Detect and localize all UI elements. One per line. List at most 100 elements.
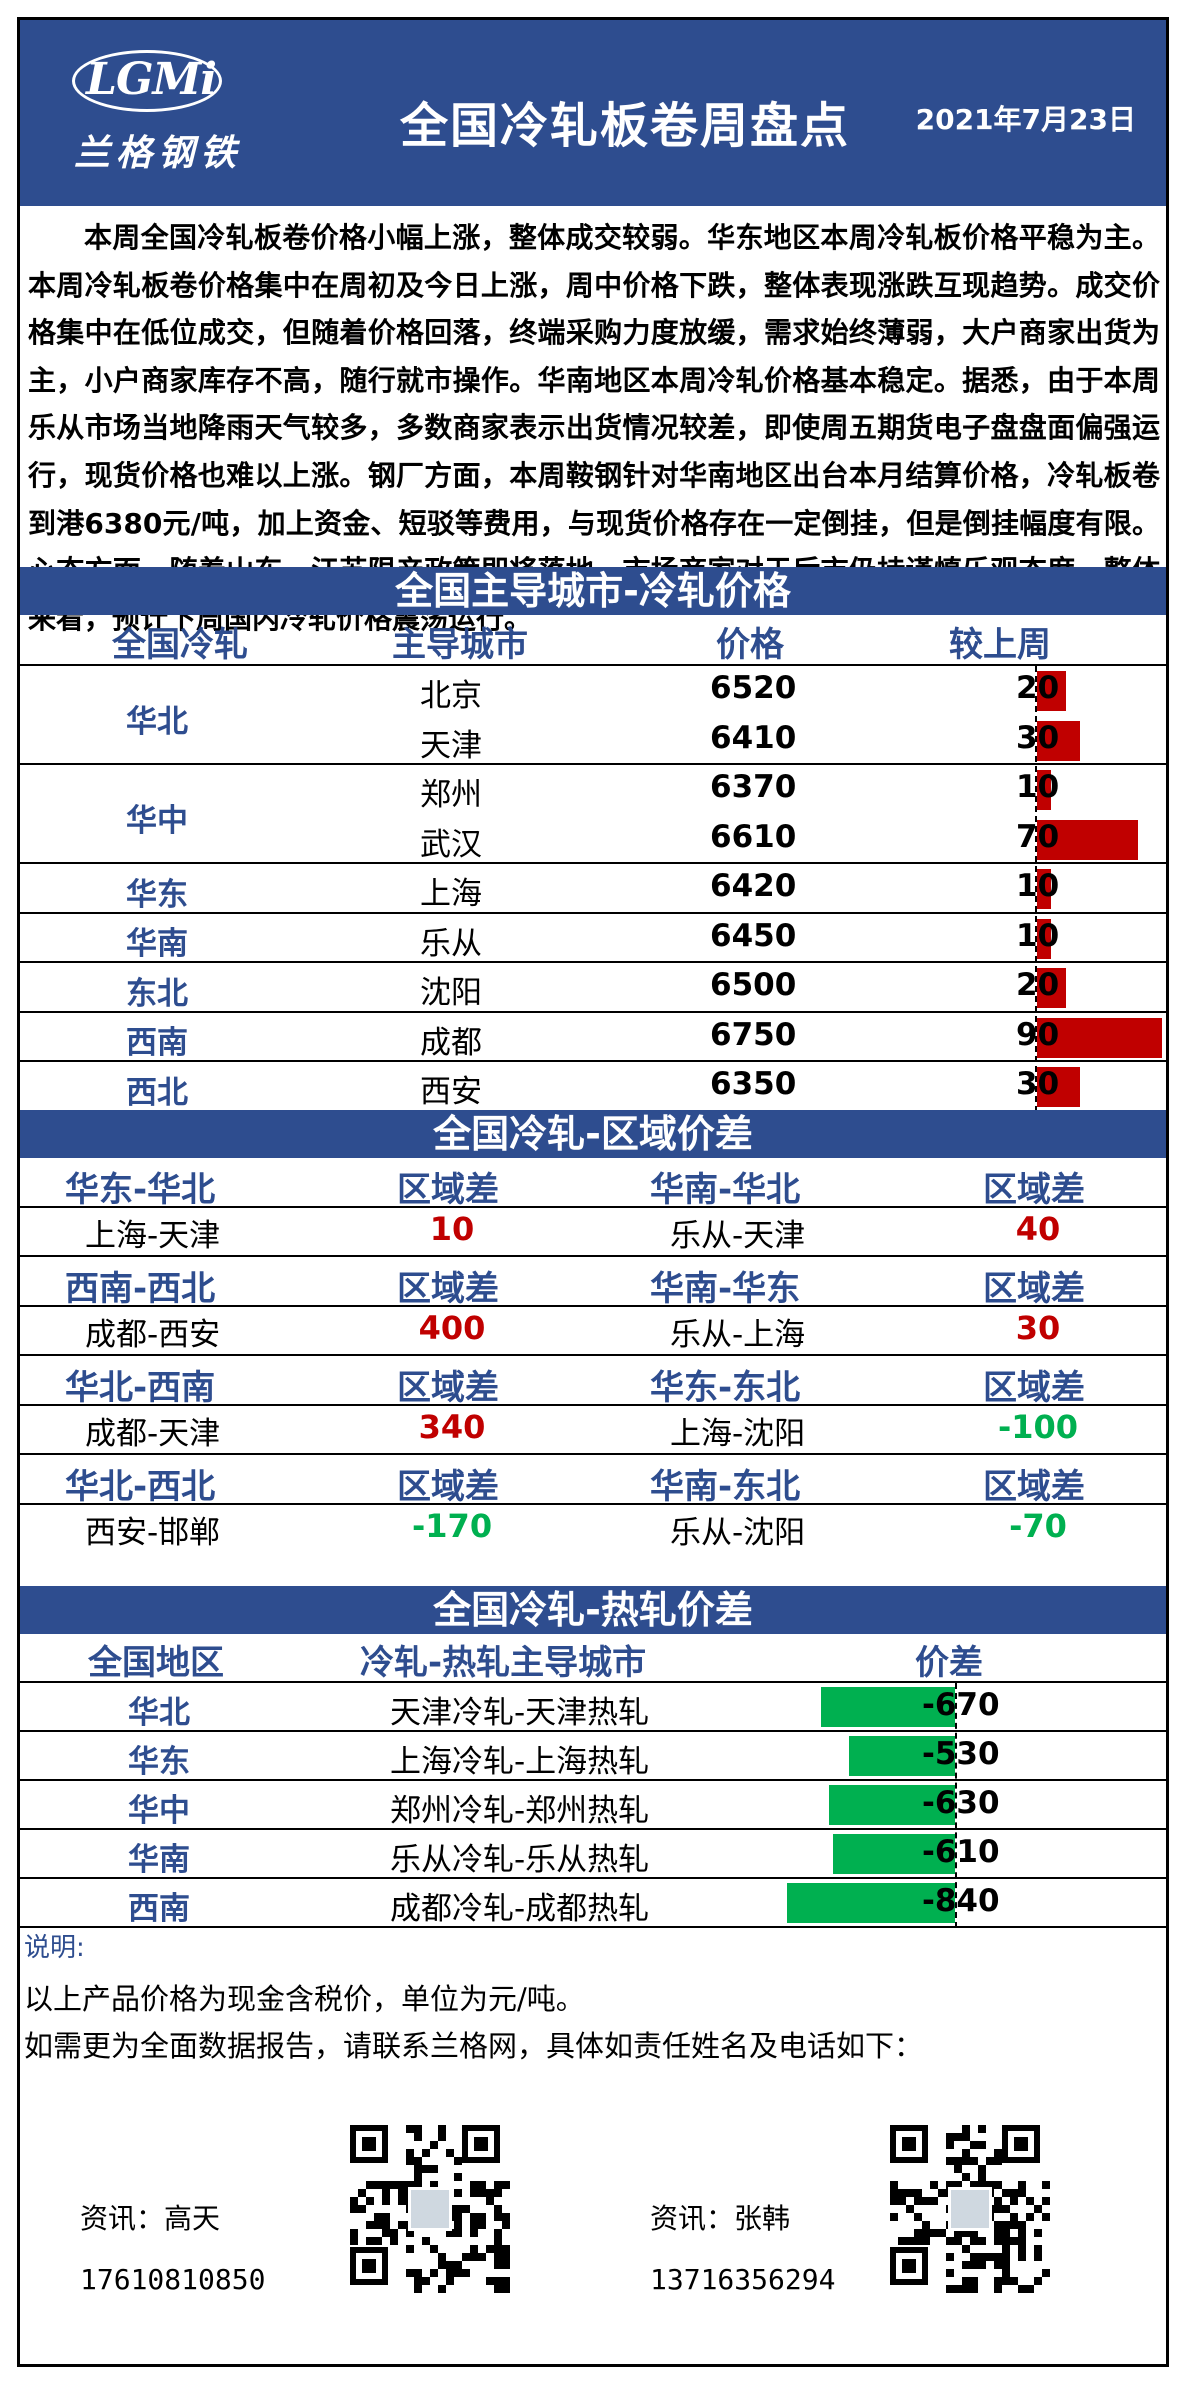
qr-module	[350, 2197, 358, 2205]
qr-module	[494, 2277, 502, 2285]
diff-value: -100	[997, 1408, 1079, 1446]
qr-module	[978, 2237, 986, 2245]
change-value: 20	[1016, 670, 1060, 706]
qr-module	[382, 2221, 390, 2229]
qr-module	[1018, 2221, 1026, 2229]
qr-module	[358, 2189, 366, 2197]
row-divider	[20, 763, 1166, 765]
qr-module	[478, 2221, 486, 2229]
change-value: 90	[1016, 1016, 1060, 1053]
qr-module	[454, 2261, 462, 2269]
qr-module	[970, 2261, 978, 2269]
qr-module	[358, 2205, 366, 2213]
region-label: 华南	[128, 1842, 190, 1878]
region-pair-title: 西南-西北	[65, 1269, 216, 1309]
section-city-prices-title: 全国主导城市-冷轧价格	[20, 567, 1166, 615]
qr-module	[890, 2181, 898, 2189]
diff-value: -70	[1009, 1507, 1067, 1545]
qr-module	[382, 2189, 390, 2197]
qr-module	[1002, 2237, 1010, 2245]
diff-bar	[849, 1736, 955, 1776]
change-value: 10	[1016, 769, 1060, 805]
city-name: 上海	[420, 876, 482, 912]
diff-value: -610	[922, 1834, 1000, 1870]
diff-bar	[821, 1687, 955, 1727]
qr-finder-pattern	[890, 2125, 928, 2163]
diff-value: 400	[418, 1309, 486, 1347]
qr-module	[374, 2213, 382, 2221]
row-divider	[20, 1404, 1166, 1406]
qr-module	[486, 2197, 494, 2205]
row-divider	[20, 1305, 1166, 1307]
qr-module	[994, 2157, 1002, 2165]
region-label: 华北	[128, 1695, 190, 1731]
change-axis-line	[1035, 666, 1037, 1112]
change-value: 20	[1016, 967, 1060, 1003]
change-bar	[1037, 819, 1138, 860]
qr-module	[422, 2277, 430, 2285]
qr-module	[502, 2221, 510, 2229]
price-value: 6350	[710, 1066, 797, 1102]
qr-module	[898, 2189, 906, 2197]
city-name: 郑州	[420, 777, 482, 813]
qr-module	[954, 2133, 962, 2141]
diff-value: 340	[418, 1408, 486, 1446]
qr-module	[970, 2277, 978, 2285]
qr-module	[398, 2197, 406, 2205]
qr-module	[406, 2269, 414, 2277]
qr-module	[962, 2245, 970, 2253]
qr-module	[438, 2125, 446, 2133]
qr-module	[986, 2157, 994, 2165]
qr-module	[962, 2261, 970, 2269]
qr-module	[1026, 2213, 1034, 2221]
qr-module	[494, 2189, 502, 2197]
region-pair-title: 华南-华东	[650, 1269, 801, 1309]
qr-module	[494, 2285, 502, 2293]
qr-module	[938, 2229, 946, 2237]
region-label: 东北	[126, 975, 188, 1012]
qr-module	[1034, 2205, 1042, 2213]
notes-line-1: 以上产品价格为现金含税价，单位为元/吨。	[24, 1982, 585, 2016]
qr-module	[946, 2133, 954, 2141]
region-label: 华北	[126, 703, 188, 740]
qr-module	[470, 2253, 478, 2261]
region-label: 西南	[126, 1025, 188, 1062]
qr-module	[1034, 2229, 1042, 2237]
qr-module	[1002, 2229, 1010, 2237]
qr-module	[994, 2285, 1002, 2293]
qr-module	[414, 2157, 422, 2165]
qr-code-icon	[350, 2125, 510, 2295]
qr-module	[914, 2229, 922, 2237]
qr-module	[994, 2229, 1002, 2237]
city-pair: 西安-邯郸	[85, 1515, 221, 1551]
notes-title: 说明:	[24, 1933, 85, 1963]
qr-module	[1034, 2277, 1042, 2285]
qr-module	[486, 2245, 494, 2253]
city-pair: 上海-天津	[85, 1218, 221, 1254]
row-divider	[20, 1779, 1166, 1781]
qr-module	[978, 2165, 986, 2173]
qr-module	[1042, 2213, 1050, 2221]
region-label: 西南	[128, 1891, 190, 1927]
diff-header: 区域差	[397, 1368, 499, 1408]
report-date: 2021年7月23日	[915, 103, 1136, 136]
qr-module	[494, 2261, 502, 2269]
qr-module	[478, 2181, 486, 2189]
qr-module	[994, 2205, 1002, 2213]
column-header: 价格	[716, 625, 784, 665]
change-value: 10	[1016, 868, 1060, 904]
price-value: 6520	[710, 670, 797, 706]
qr-module	[1018, 2181, 1026, 2189]
qr-module	[970, 2229, 978, 2237]
diff-value: 30	[1015, 1309, 1061, 1347]
row-divider	[20, 1681, 1166, 1683]
page-title: 全国冷轧板卷周盘点	[400, 98, 851, 154]
qr-module	[454, 2173, 462, 2181]
qr-module	[414, 2125, 422, 2133]
qr-module	[986, 2181, 994, 2189]
diff-bar	[829, 1785, 955, 1825]
qr-module	[406, 2149, 414, 2157]
qr-finder-pattern	[350, 2247, 388, 2285]
qr-module	[398, 2189, 406, 2197]
row-divider	[20, 862, 1166, 864]
